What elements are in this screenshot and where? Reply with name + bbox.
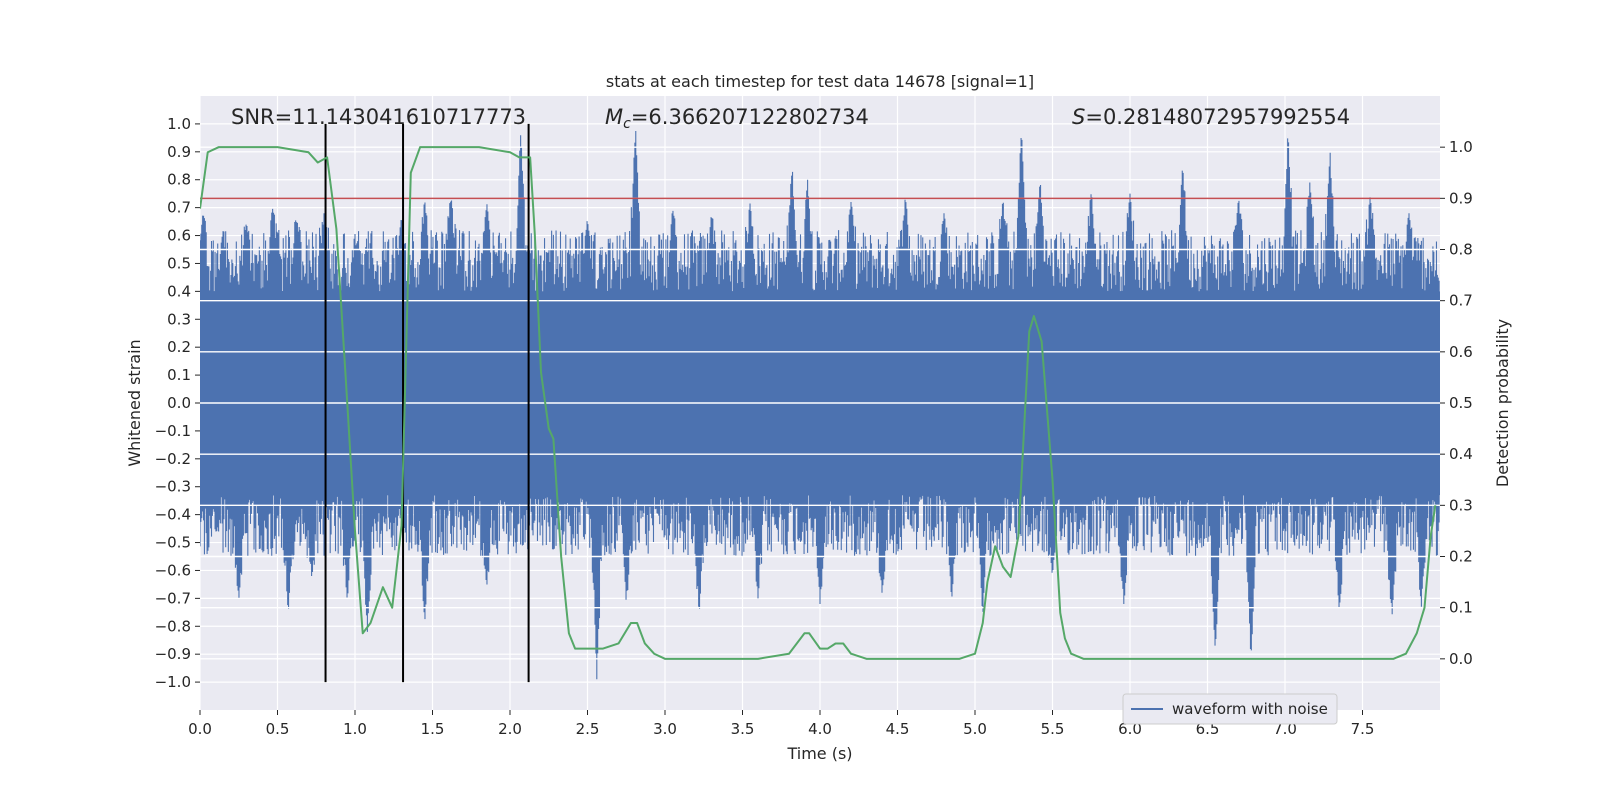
s-value: =0.28148072957992554 bbox=[1085, 105, 1350, 129]
y-tick-label-left: 0.0 bbox=[167, 394, 191, 412]
y-tick-label-right: 0.1 bbox=[1449, 599, 1473, 617]
x-tick-label: 5.0 bbox=[963, 720, 987, 738]
chirp-mass-symbol: M bbox=[605, 105, 623, 129]
y-tick-label-left: −0.5 bbox=[155, 534, 191, 552]
y-tick-label-left: 0.7 bbox=[167, 199, 191, 217]
x-axis-label: Time (s) bbox=[786, 744, 852, 763]
y-tick-label-left: −0.3 bbox=[155, 478, 191, 496]
y-tick-label-right: 1.0 bbox=[1449, 138, 1473, 156]
y-tick-label-right: 0.4 bbox=[1449, 445, 1473, 463]
x-tick-label: 4.5 bbox=[886, 720, 910, 738]
y-tick-label-right: 0.5 bbox=[1449, 394, 1473, 412]
y-tick-label-left: 0.3 bbox=[167, 310, 191, 328]
y-tick-label-left: 0.8 bbox=[167, 171, 191, 189]
y-tick-label-left: 1.0 bbox=[167, 115, 191, 133]
s-annotation: S=0.28148072957992554 bbox=[1072, 105, 1350, 129]
chirp-mass-annotation: Mc=6.366207122802734 bbox=[605, 105, 869, 132]
x-tick-label: 5.5 bbox=[1041, 720, 1065, 738]
legend-box bbox=[1122, 693, 1338, 725]
y-tick-label-right: 0.0 bbox=[1449, 650, 1473, 668]
chirp-mass-subscript: c bbox=[623, 116, 631, 132]
y-tick-label-left: −0.4 bbox=[155, 506, 191, 524]
snr-annotation: SNR=11.143041610717773 bbox=[231, 105, 526, 129]
x-tick-label: 1.5 bbox=[421, 720, 445, 738]
y-tick-label-left: 0.4 bbox=[167, 282, 191, 300]
x-tick-label: 2.0 bbox=[498, 720, 522, 738]
chirp-mass-value: =6.366207122802734 bbox=[631, 105, 869, 129]
x-tick-label: 3.5 bbox=[731, 720, 755, 738]
strain-core bbox=[200, 291, 1440, 496]
x-tick-label: 7.5 bbox=[1351, 720, 1375, 738]
y-tick-label-left: 0.1 bbox=[167, 366, 191, 384]
x-tick-label: 1.0 bbox=[343, 720, 367, 738]
x-tick-label: 4.0 bbox=[808, 720, 832, 738]
y-axis-label-left: Whitened strain bbox=[125, 339, 144, 466]
y-tick-label-left: −0.8 bbox=[155, 617, 191, 635]
y-tick-label-right: 0.6 bbox=[1449, 343, 1473, 361]
probability-series bbox=[200, 146, 1437, 660]
y-tick-label-right: 0.9 bbox=[1449, 189, 1473, 207]
y-tick-label-left: 0.5 bbox=[167, 254, 191, 272]
x-tick-label: 2.5 bbox=[576, 720, 600, 738]
legend-label: waveform with noise bbox=[1172, 700, 1328, 718]
y-tick-label-left: −0.6 bbox=[155, 561, 191, 579]
probability-line bbox=[200, 146, 1437, 660]
y-tick-label-left: 0.2 bbox=[167, 338, 191, 356]
y-tick-label-right: 0.8 bbox=[1449, 241, 1473, 259]
y-tick-label-left: 0.6 bbox=[167, 227, 191, 245]
chart-title: stats at each timestep for test data 146… bbox=[606, 72, 1034, 91]
y-tick-label-left: −0.9 bbox=[155, 645, 191, 663]
x-tick-label: 0.5 bbox=[266, 720, 290, 738]
x-tick-label: 3.0 bbox=[653, 720, 677, 738]
y-tick-label-right: 0.2 bbox=[1449, 548, 1473, 566]
left-axis-ticks: 1.0 0.9 0.8 0.7 0.6 0.5 0.4 0.3 0.2 0.1 0.0 −0.1 −0.… bbox=[155, 115, 200, 691]
y-tick-label-right: 0.3 bbox=[1449, 496, 1473, 514]
y-tick-label-left: −0.2 bbox=[155, 450, 191, 468]
y-tick-label-left: −0.1 bbox=[155, 422, 191, 440]
marker-lines bbox=[324, 123, 530, 683]
right-axis-ticks: 1.0 0.9 0.8 0.7 0.6 0.5 0.4 0.3 0.2 0.1 0.0 bbox=[1440, 138, 1473, 668]
y-tick-label-left: −0.7 bbox=[155, 589, 191, 607]
y-tick-label-left: 0.9 bbox=[167, 143, 191, 161]
y-tick-label-left: −1.0 bbox=[155, 673, 191, 691]
legend: waveform with noise bbox=[1122, 693, 1338, 725]
s-symbol: S bbox=[1072, 105, 1085, 129]
x-tick-label: 0.0 bbox=[188, 720, 212, 738]
y-axis-label-right: Detection probability bbox=[1493, 319, 1512, 487]
y-tick-label-right: 0.7 bbox=[1449, 292, 1473, 310]
